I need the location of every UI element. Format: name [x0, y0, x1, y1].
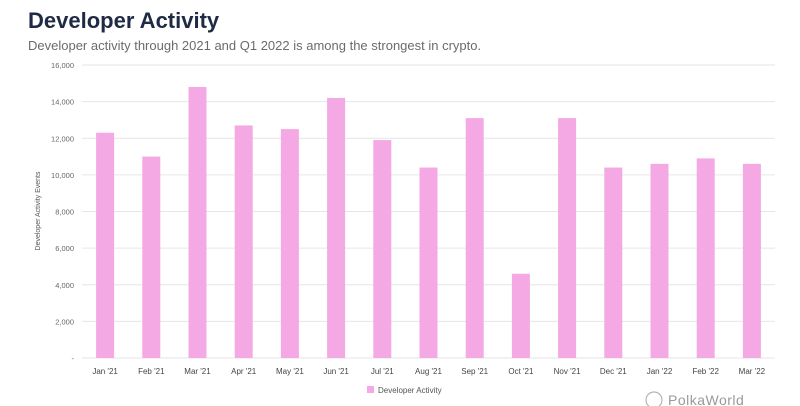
- legend-swatch: [367, 386, 374, 393]
- y-tick-label: 12,000: [51, 134, 74, 143]
- x-tick-label: Apr '21: [231, 367, 257, 376]
- bar: [188, 86, 207, 358]
- bar: [280, 129, 299, 358]
- y-tick-label: 16,000: [51, 61, 74, 70]
- chart-title: Developer Activity: [28, 8, 220, 33]
- y-axis-ticks: 16,000 14,000 12,000 10,000 8,000 6,000 4,000 2…: [51, 61, 74, 363]
- x-tick-label: Dec '21: [600, 367, 627, 376]
- x-tick-label: Nov '21: [554, 367, 581, 376]
- x-tick-label: Jan '21: [92, 367, 118, 376]
- y-tick-label: 2,000: [55, 317, 74, 326]
- x-tick-label: Mar '21: [184, 367, 211, 376]
- x-tick-label: Aug '21: [415, 367, 442, 376]
- x-tick-label: Feb '22: [692, 367, 719, 376]
- x-tick-label: Jul '21: [371, 367, 394, 376]
- bar: [604, 167, 623, 358]
- bar: [142, 156, 161, 358]
- bars: [96, 86, 761, 359]
- y-tick-label: 6,000: [55, 244, 74, 253]
- bar: [511, 273, 530, 358]
- x-tick-label: Jun '21: [323, 367, 349, 376]
- bar: [696, 158, 715, 358]
- legend: Developer Activity: [367, 386, 442, 395]
- y-tick-label: 10,000: [51, 171, 74, 180]
- x-tick-label: May '21: [276, 367, 304, 376]
- legend-label: Developer Activity: [378, 386, 442, 395]
- bar: [96, 132, 115, 358]
- x-tick-label: Oct '21: [508, 367, 534, 376]
- x-axis-ticks: Jan '21 Feb '21 Mar '21 Apr '21 May '21 Jun '…: [92, 367, 765, 376]
- watermark-icon: [645, 391, 663, 406]
- bar: [650, 163, 669, 358]
- bar: [373, 140, 392, 358]
- bar: [234, 125, 253, 359]
- x-tick-label: Sep '21: [461, 367, 488, 376]
- bar: [419, 167, 438, 358]
- x-tick-label: Jan '22: [647, 367, 673, 376]
- watermark-text: PolkaWorld: [668, 392, 744, 406]
- watermark: PolkaWorld: [645, 391, 744, 406]
- y-axis-title: Developer Activity Events: [35, 171, 42, 250]
- bar: [465, 118, 484, 358]
- bar: [327, 97, 346, 359]
- x-tick-label: Mar '22: [739, 367, 766, 376]
- y-tick-label: 8,000: [55, 208, 74, 217]
- chart-subtitle: Developer activity through 2021 and Q1 2…: [28, 38, 482, 53]
- bar: [558, 118, 577, 358]
- x-tick-label: Feb '21: [138, 367, 165, 376]
- y-tick-label: -: [72, 354, 75, 363]
- y-tick-label: 4,000: [55, 281, 74, 290]
- bar: [742, 163, 761, 358]
- y-tick-label: 14,000: [51, 98, 74, 107]
